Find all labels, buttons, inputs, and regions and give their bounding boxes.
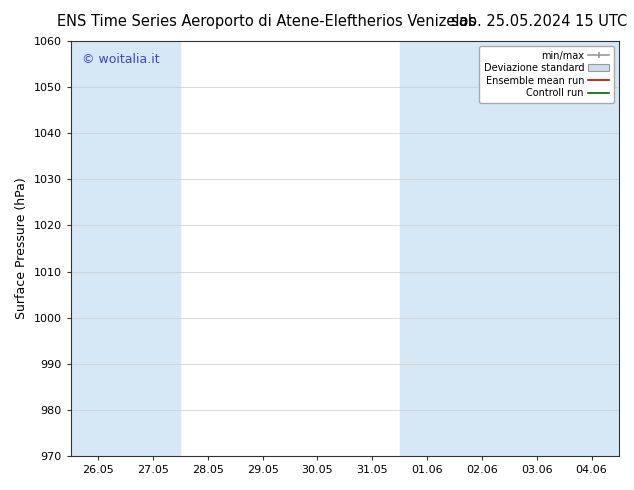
Bar	[455, 41, 509, 456]
Bar	[564, 41, 619, 456]
Bar	[399, 41, 455, 456]
Text: ENS Time Series Aeroporto di Atene-Eleftherios Venizelos: ENS Time Series Aeroporto di Atene-Eleft…	[56, 14, 476, 29]
Text: sab. 25.05.2024 15 UTC: sab. 25.05.2024 15 UTC	[451, 14, 628, 29]
Bar	[126, 41, 180, 456]
Bar	[71, 41, 126, 456]
Legend: min/max, Deviazione standard, Ensemble mean run, Controll run: min/max, Deviazione standard, Ensemble m…	[479, 46, 614, 103]
Bar	[509, 41, 564, 456]
Y-axis label: Surface Pressure (hPa): Surface Pressure (hPa)	[15, 178, 28, 319]
Text: © woitalia.it: © woitalia.it	[82, 53, 159, 67]
